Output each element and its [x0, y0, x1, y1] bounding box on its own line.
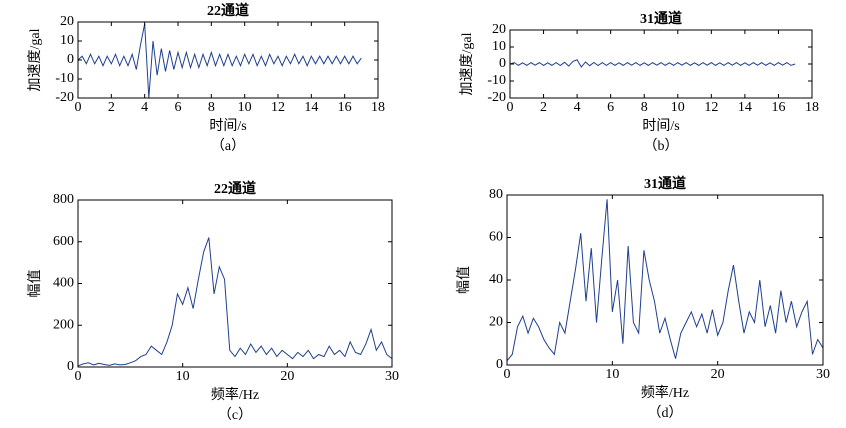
- y-tick-label: 10: [60, 33, 74, 48]
- y-tick-label: 20: [60, 14, 74, 29]
- x-tick-label: 18: [805, 100, 819, 115]
- x-tick-label: 4: [574, 100, 581, 115]
- x-tick-label: 0: [75, 100, 82, 115]
- x-tick-label: 2: [108, 100, 115, 115]
- chart-title: 31通道: [640, 10, 682, 27]
- y-tick-label: 0: [499, 56, 506, 71]
- chart-title: 31通道: [644, 175, 686, 192]
- x-axis-label: 频率/Hz: [211, 386, 259, 403]
- y-axis-label: 幅值: [456, 266, 472, 294]
- x-axis-label: 时间/s: [642, 118, 679, 134]
- y-tick-label: 60: [489, 230, 503, 245]
- y-tick-label: -20: [55, 90, 74, 105]
- x-tick-label: 20: [711, 367, 725, 382]
- x-tick-label: 0: [504, 367, 511, 382]
- x-tick-label: 20: [280, 369, 294, 384]
- x-tick-label: 10: [605, 367, 619, 382]
- y-tick-label: 80: [489, 187, 503, 202]
- x-tick-label: 6: [607, 100, 614, 115]
- y-tick-label: -10: [487, 73, 506, 88]
- y-tick-label: 20: [489, 315, 503, 330]
- x-tick-label: 0: [507, 100, 514, 115]
- x-tick-label: 18: [371, 100, 385, 115]
- y-axis-label: 幅值: [27, 270, 43, 298]
- x-tick-label: 16: [338, 100, 352, 115]
- chart-title: 22通道: [214, 180, 256, 197]
- x-tick-label: 30: [816, 367, 830, 382]
- x-axis-label: 时间/s: [209, 118, 246, 134]
- x-tick-label: 12: [271, 100, 285, 115]
- axes-box: [77, 21, 379, 99]
- y-axis-label: 加速度/gal: [459, 32, 475, 95]
- y-tick-label: 10: [492, 39, 506, 54]
- y-axis-label: 加速度/gal: [27, 28, 43, 91]
- y-tick-label: -10: [55, 71, 74, 86]
- y-tick-label: 0: [67, 52, 74, 67]
- chart-title: 22通道: [207, 2, 249, 19]
- x-tick-label: 16: [771, 100, 785, 115]
- caption: （a）: [211, 138, 245, 154]
- caption: （c）: [218, 407, 252, 423]
- x-tick-label: 6: [175, 100, 182, 115]
- caption: （b）: [644, 138, 679, 154]
- caption: （d）: [648, 405, 683, 421]
- y-tick-label: -20: [487, 90, 506, 105]
- x-tick-label: 4: [141, 100, 148, 115]
- axes-box: [77, 199, 393, 368]
- x-tick-label: 12: [704, 100, 718, 115]
- signal-line: [77, 23, 362, 99]
- y-tick-label: 0: [67, 359, 74, 374]
- x-tick-label: 10: [176, 369, 190, 384]
- x-axis-label: 频率/Hz: [641, 384, 689, 401]
- y-tick-label: 40: [489, 272, 503, 287]
- x-tick-label: 14: [304, 100, 318, 115]
- x-tick-label: 30: [385, 369, 399, 384]
- x-tick-label: 14: [738, 100, 752, 115]
- signal-line: [77, 237, 393, 367]
- y-tick-label: 600: [53, 234, 74, 249]
- x-tick-label: 2: [540, 100, 547, 115]
- x-tick-label: 8: [641, 100, 648, 115]
- y-tick-label: 800: [53, 192, 74, 207]
- y-tick-label: 0: [496, 357, 503, 372]
- x-tick-label: 0: [75, 369, 82, 384]
- x-tick-label: 10: [671, 100, 685, 115]
- signal-line: [506, 199, 824, 362]
- axes-box: [506, 194, 824, 366]
- y-tick-label: 200: [53, 317, 74, 332]
- y-tick-label: 20: [492, 22, 506, 37]
- axes-box: [509, 29, 813, 99]
- signal-line: [509, 59, 796, 68]
- x-tick-label: 10: [238, 100, 252, 115]
- y-tick-label: 400: [53, 276, 74, 291]
- x-tick-label: 8: [208, 100, 215, 115]
